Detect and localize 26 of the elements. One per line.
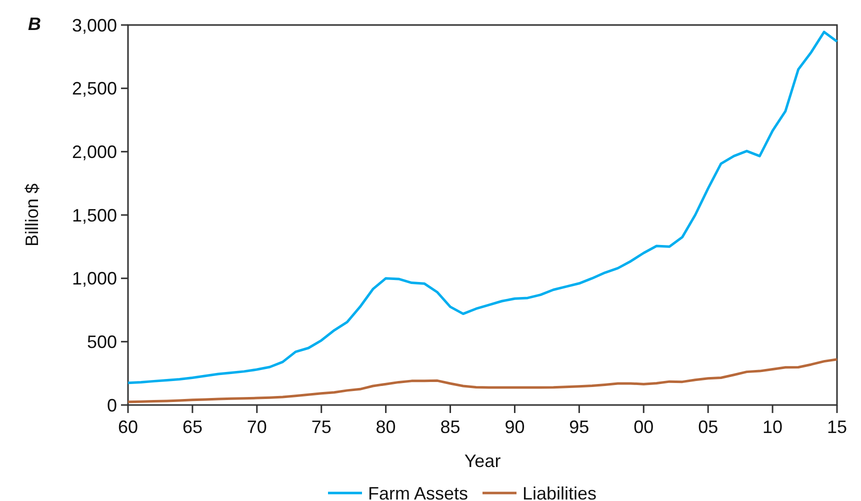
y-tick-label: 1,000: [72, 268, 117, 289]
y-tick-label: 500: [86, 332, 117, 352]
x-tick-label: 00: [634, 417, 654, 437]
line-series: [126, 358, 838, 404]
x-tick-label: 05: [698, 417, 718, 437]
chart-title: B: [28, 14, 41, 34]
y-tick-label: 2,000: [72, 142, 117, 162]
y-tick-label: 0: [106, 395, 117, 416]
y-tick-label: 1,500: [72, 205, 117, 226]
x-tick-label: 80: [376, 417, 396, 437]
legend-label: Farm Assets: [368, 483, 468, 501]
x-tick-label: 75: [311, 417, 332, 437]
x-tick-label: 85: [440, 417, 460, 437]
legend-label: Liabilities: [522, 483, 597, 501]
y-tick-label: 2,500: [72, 78, 117, 99]
x-axis-title: Year: [464, 451, 501, 471]
x-tick-label: 60: [118, 417, 138, 437]
x-tick-label: 10: [762, 417, 783, 437]
x-tick-label: 95: [569, 417, 590, 437]
x-tick-label: 70: [246, 417, 267, 437]
x-tick-label: 15: [826, 417, 848, 437]
x-tick-label: 65: [182, 417, 202, 437]
y-axis-title: Billion $: [22, 183, 42, 247]
y-tick-label: 3,000: [72, 15, 117, 36]
x-tick-label: 90: [504, 417, 525, 437]
line-series: [126, 30, 838, 384]
